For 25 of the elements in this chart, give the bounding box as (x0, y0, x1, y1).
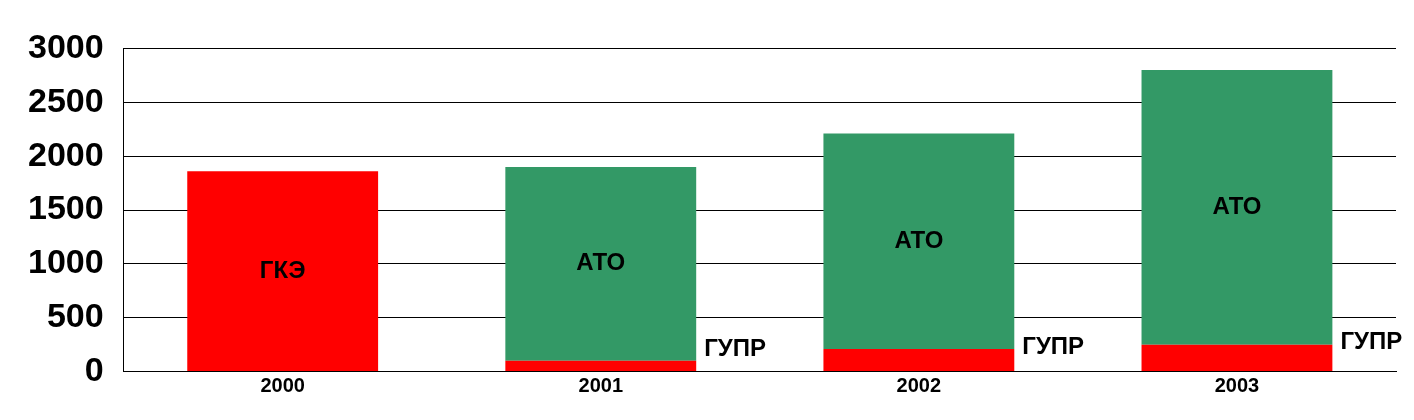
y-tick-label: 1000 (28, 242, 104, 281)
text: ГУПР (1340, 327, 1403, 355)
y-tick-label: 2500 (28, 80, 104, 119)
x-tick-label: 2002 (896, 374, 942, 397)
y-tick-label: 1500 (28, 188, 104, 227)
y-tick-label: 2000 (28, 134, 104, 173)
text: ГУПР (704, 333, 766, 361)
text: АТО (576, 248, 626, 276)
series-label: АТО (894, 225, 944, 253)
bar (823, 348, 1015, 372)
x-tick-label: 2000 (260, 374, 305, 397)
text: АТО (1212, 191, 1262, 219)
bar (823, 133, 1015, 349)
series-label: ГУПР (1022, 331, 1085, 359)
x-tick-label: 2003 (1214, 374, 1260, 397)
bar (1141, 344, 1333, 372)
y-tick-label: 0 (84, 349, 104, 388)
series-label: ГКЭ (259, 255, 306, 283)
bar (505, 360, 697, 372)
y-tick-label: 500 (46, 296, 104, 335)
bar (505, 166, 697, 361)
bar (1141, 69, 1333, 345)
bar (187, 171, 379, 372)
x-tick-label: 2001 (578, 374, 624, 397)
y-tick-label: 3000 (28, 26, 104, 65)
